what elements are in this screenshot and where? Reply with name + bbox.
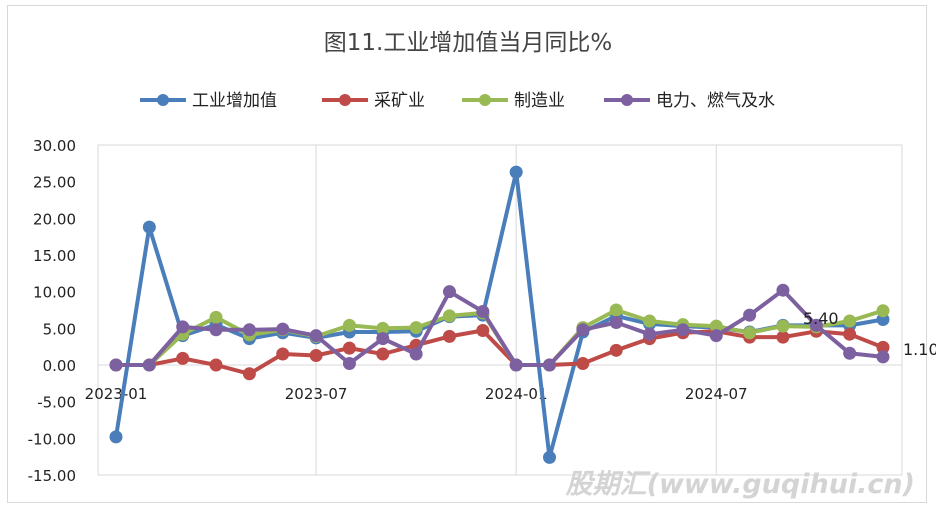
series-point [676, 323, 690, 337]
series-point [342, 357, 356, 371]
series-point [276, 347, 290, 361]
y-tick-label: -10.00 [28, 430, 76, 448]
legend-item: 采矿业 [322, 91, 425, 111]
legend-item: 工业增加值 [140, 91, 277, 111]
legend-label: 采矿业 [374, 91, 425, 111]
x-tick-label: 2024-01 [485, 385, 548, 403]
y-axis: 30.00 25.00 20.00 15.00 10.00 5.00 0.00 -5.00 -1… [28, 137, 76, 485]
series-point [843, 314, 857, 328]
data-label: 5.40 [803, 309, 839, 328]
legend-item: 电力、燃气及水 [604, 91, 775, 111]
y-tick-label: -5.00 [37, 394, 76, 412]
series-point [776, 330, 790, 344]
series-point [776, 283, 790, 297]
series-line [114, 170, 885, 460]
series-point [643, 327, 657, 341]
legend-label: 电力、燃气及水 [656, 91, 775, 111]
x-tick-label: 2023-07 [285, 385, 348, 403]
y-tick-label: 10.00 [33, 284, 76, 302]
series-point [142, 358, 156, 372]
series-point [643, 314, 657, 328]
grid-lines [97, 144, 903, 476]
series-point [743, 308, 757, 322]
series-point [476, 304, 490, 318]
series-point [309, 329, 323, 343]
series-point [176, 320, 190, 334]
x-axis: 2023-01 2023-07 2024-01 2024-07 [85, 385, 748, 403]
series-point [442, 329, 456, 343]
y-tick-label: 20.00 [33, 210, 76, 228]
legend-item: 制造业 [462, 91, 565, 111]
legend-marker [339, 94, 351, 106]
series-point [409, 347, 423, 361]
data-label: 1.10 [903, 340, 936, 359]
y-tick-label: 0.00 [43, 357, 76, 375]
series-point [543, 358, 557, 372]
series-point [876, 304, 890, 318]
series-point [609, 303, 623, 317]
series-point [843, 346, 857, 360]
series-point [142, 220, 156, 234]
series-point [376, 332, 390, 346]
series-point [109, 358, 123, 372]
series-point [109, 430, 123, 444]
series-point [709, 329, 723, 343]
annotation-layer: 5.40 1.10 [803, 309, 936, 359]
series-point [509, 358, 523, 372]
watermark: 股期汇(www.guqihui.cn) [565, 469, 915, 500]
series-0 [109, 165, 890, 464]
series-point [442, 285, 456, 299]
x-tick-label: 2024-07 [685, 385, 748, 403]
series-point [809, 318, 823, 332]
series-point [409, 321, 423, 335]
series-point [843, 327, 857, 341]
legend-label: 工业增加值 [192, 91, 277, 111]
y-tick-label: 5.00 [43, 320, 76, 338]
chart-title: 图11.工业增加值当月同比% [324, 30, 612, 56]
x-tick-label: 2023-01 [85, 385, 148, 403]
legend-marker [621, 94, 633, 106]
series-point [276, 322, 290, 336]
plot-area-border [97, 144, 903, 476]
series-point [442, 309, 456, 323]
legend-marker [479, 94, 491, 106]
series-point [543, 450, 557, 464]
series-point [376, 347, 390, 361]
series-point [776, 319, 790, 333]
series-point [242, 323, 256, 337]
y-tick-label: -15.00 [28, 467, 76, 485]
series-1 [109, 324, 890, 381]
series-layer [109, 165, 890, 464]
series-point [176, 351, 190, 365]
legend-marker [157, 94, 169, 106]
series-3 [109, 283, 890, 372]
series-point [476, 324, 490, 338]
series-point [609, 315, 623, 329]
series-point [876, 350, 890, 364]
legend-label: 制造业 [514, 91, 565, 111]
series-point [576, 357, 590, 371]
y-tick-label: 25.00 [33, 174, 76, 192]
series-point [209, 358, 223, 372]
series-point [576, 323, 590, 337]
series-point [209, 323, 223, 337]
series-point [509, 165, 523, 179]
y-tick-label: 15.00 [33, 247, 76, 265]
series-point [309, 348, 323, 362]
series-point [342, 318, 356, 332]
y-tick-label: 30.00 [33, 137, 76, 155]
series-point [743, 326, 757, 340]
legend: 工业增加值 采矿业 制造业 电力、燃气及水 [140, 91, 775, 111]
series-point [242, 367, 256, 381]
series-point [209, 310, 223, 324]
series-point [609, 343, 623, 357]
chart-frame [7, 5, 927, 503]
series-point [342, 341, 356, 355]
